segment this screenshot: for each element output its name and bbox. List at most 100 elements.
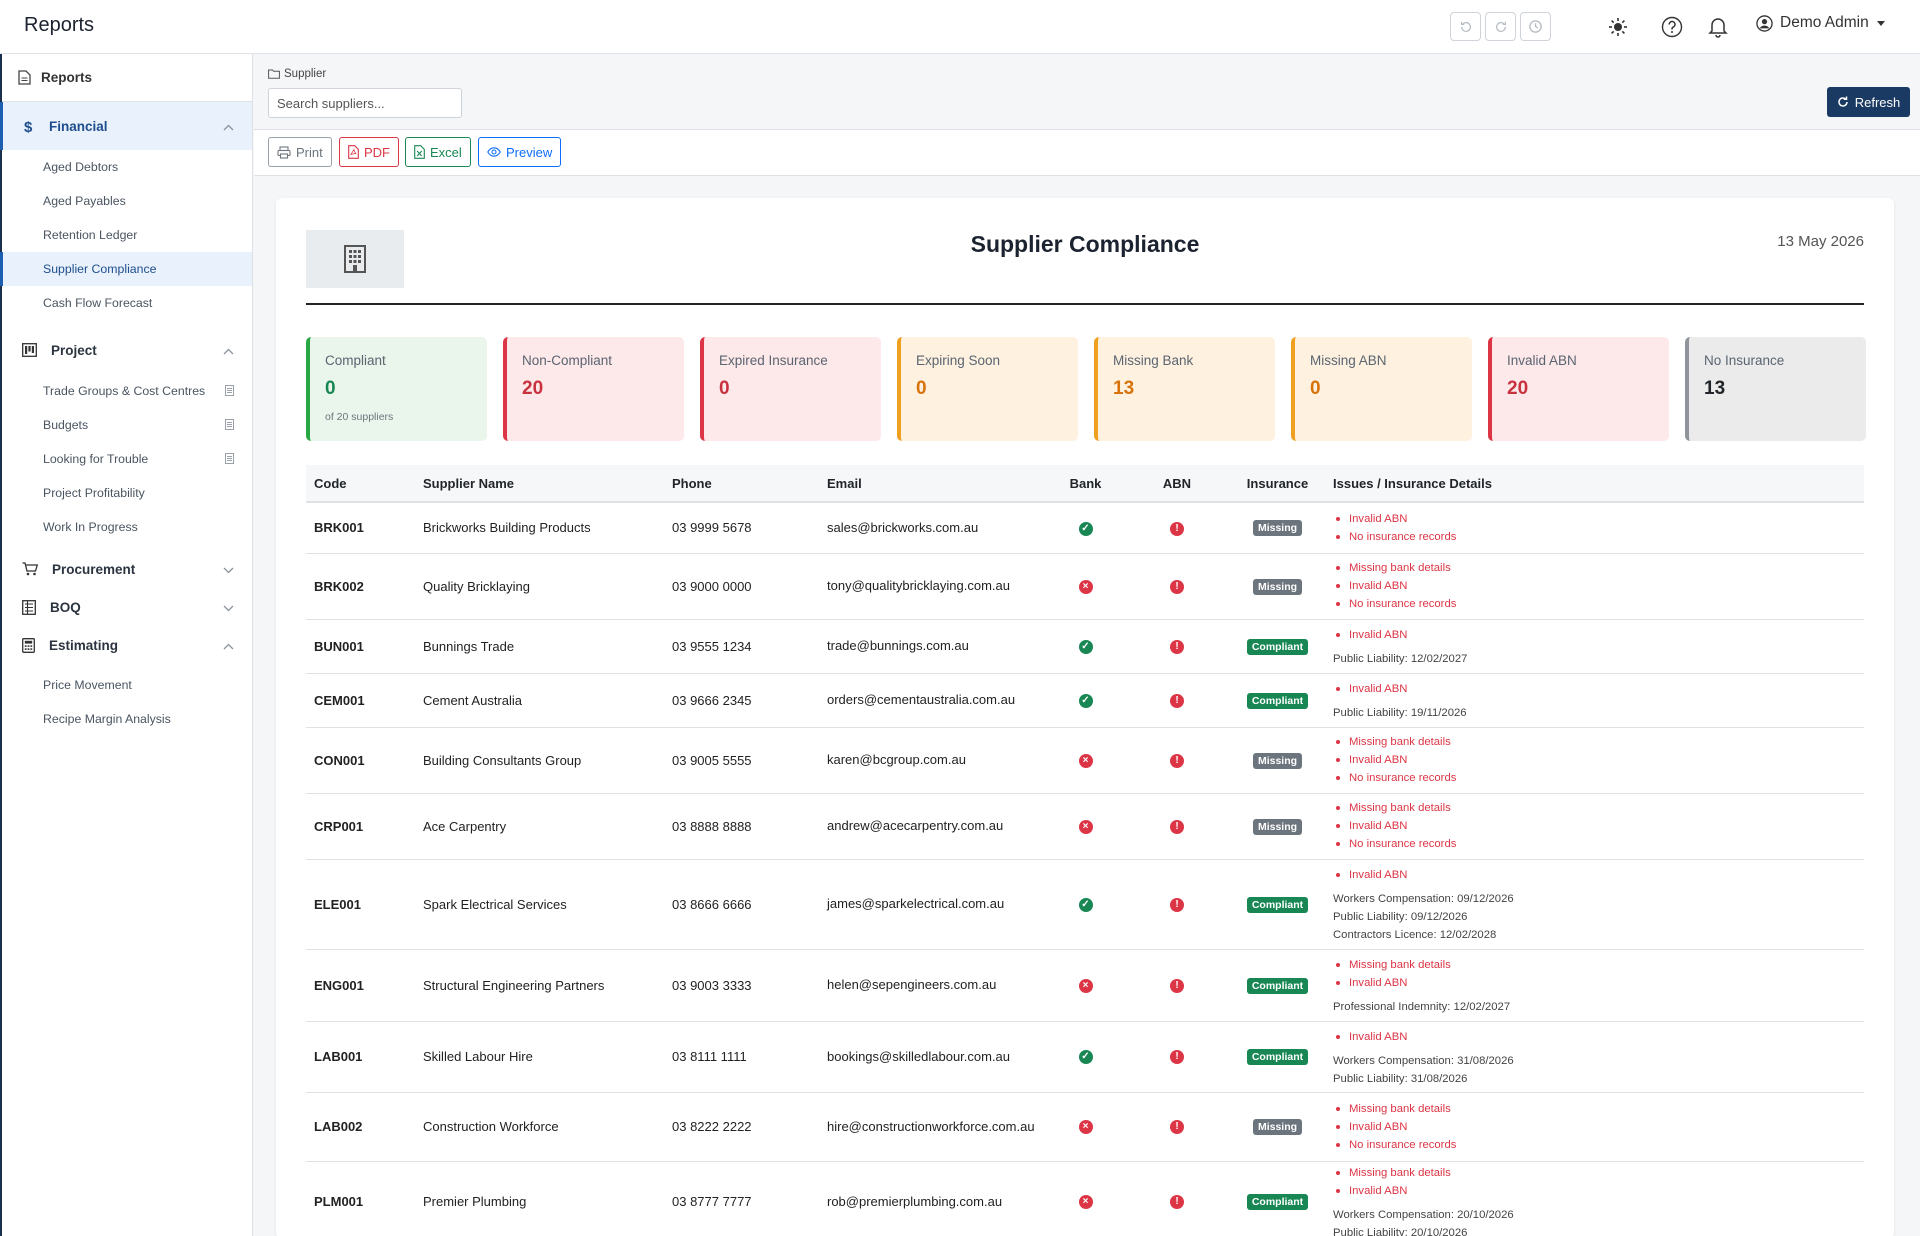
- sidebar-item-aged-payables[interactable]: Aged Payables: [2, 184, 252, 218]
- table-row[interactable]: ENG001 Structural Engineering Partners 03 …: [306, 949, 1864, 1022]
- sidebar-section-financial[interactable]: $ Financial: [0, 102, 252, 150]
- summary-card-label: Invalid ABN: [1507, 353, 1577, 368]
- pdf-button[interactable]: PDF: [339, 137, 399, 167]
- file-icon: [18, 70, 31, 85]
- table-row[interactable]: CRP001 Ace Carpentry 03 8888 8888 andrew@ac…: [306, 793, 1864, 860]
- table-row[interactable]: PLM001 Premier Plumbing 03 8777 7777 rob@pr…: [306, 1161, 1864, 1236]
- undo-button[interactable]: [1450, 12, 1481, 41]
- theme-toggle-button[interactable]: [1606, 15, 1630, 39]
- issue-item: Missing bank details: [1333, 559, 1856, 577]
- report-document: Supplier Compliance 13 May 2026 Complian…: [276, 198, 1894, 1236]
- summary-card-non-compliant: Non-Compliant 20: [503, 337, 684, 441]
- table-row[interactable]: BRK002 Quality Bricklaying 03 9000 0000 ton…: [306, 553, 1864, 620]
- issue-item: Invalid ABN: [1333, 974, 1856, 992]
- issue-list: Missing bank details Invalid ABN No insura…: [1333, 1098, 1856, 1156]
- redo-icon: [1495, 21, 1506, 32]
- sidebar-item-work-in-progress[interactable]: Work In Progress: [2, 510, 252, 544]
- cell-issues: Missing bank details Invalid ABN No insura…: [1325, 1092, 1864, 1162]
- cell-abn: !: [1124, 727, 1230, 794]
- sidebar-item-trade-groups-and-cost-centres[interactable]: Trade Groups & Cost Centres: [2, 374, 252, 408]
- issue-item: Invalid ABN: [1333, 510, 1856, 528]
- refresh-label: Refresh: [1854, 94, 1901, 110]
- table-row[interactable]: ELE001 Spark Electrical Services 03 8666 6…: [306, 859, 1864, 950]
- issue-item: Missing bank details: [1333, 1164, 1856, 1182]
- preview-button[interactable]: Preview: [478, 137, 562, 167]
- cell-abn: !: [1124, 553, 1230, 620]
- sidebar-item-looking-for-trouble[interactable]: Looking for Trouble: [2, 442, 252, 476]
- sidebar-item-label: Work In Progress: [43, 520, 138, 534]
- table-row[interactable]: CON001 Building Consultants Group 03 9005 …: [306, 727, 1864, 794]
- print-button[interactable]: Print: [268, 137, 332, 167]
- cell-code: CON001: [306, 727, 415, 794]
- sidebar-item-cash-flow-forecast[interactable]: Cash Flow Forecast: [2, 286, 252, 320]
- issue-list: Missing bank details Invalid ABN: [1333, 1162, 1856, 1202]
- chevron-down-icon: [223, 562, 234, 577]
- sidebar-reports-link[interactable]: Reports: [2, 54, 252, 102]
- history-button-group: [1450, 12, 1551, 41]
- user-menu[interactable]: Demo Admin: [1756, 14, 1886, 32]
- issue-item: Invalid ABN: [1333, 1182, 1856, 1200]
- user-circle-icon: [1756, 14, 1773, 32]
- cell-name: Skilled Labour Hire: [415, 1021, 664, 1093]
- insurance-status-badge: Compliant: [1246, 692, 1309, 709]
- help-button[interactable]: [1660, 15, 1684, 39]
- sidebar: Reports $ Financial Aged Debtors Aged Payab…: [0, 54, 253, 1236]
- sidebar-item-aged-debtors[interactable]: Aged Debtors: [2, 150, 252, 184]
- sidebar-item-recipe-margin-analysis[interactable]: Recipe Margin Analysis: [2, 702, 252, 736]
- cell-phone: 03 9555 1234: [664, 619, 819, 674]
- cell-bank: ×: [1047, 949, 1124, 1022]
- summary-card-expiring-soon: Expiring Soon 0: [897, 337, 1078, 441]
- cell-phone: 03 8111 1111: [664, 1021, 819, 1093]
- table-body: BRK001 Brickworks Building Products 03 999…: [306, 502, 1864, 1236]
- summary-card-no-insurance: No Insurance 13: [1685, 337, 1866, 441]
- sidebar-item-budgets[interactable]: Budgets: [2, 408, 252, 442]
- cell-phone: 03 9999 5678: [664, 502, 819, 554]
- sidebar-section-project[interactable]: Project: [2, 326, 252, 374]
- table-row[interactable]: BRK001 Brickworks Building Products 03 999…: [306, 502, 1864, 554]
- sidebar-section-procurement[interactable]: Procurement: [2, 550, 252, 588]
- insurance-status-badge: Missing: [1252, 752, 1303, 769]
- sidebar-item-project-profitability[interactable]: Project Profitability: [2, 476, 252, 510]
- issue-item: No insurance records: [1333, 528, 1856, 546]
- excel-button[interactable]: Excel: [405, 137, 471, 167]
- cell-insurance: Compliant: [1230, 619, 1325, 674]
- summary-card-value: 0: [916, 378, 927, 399]
- refresh-button[interactable]: Refresh: [1827, 87, 1910, 117]
- insurance-status-badge: Missing: [1252, 818, 1303, 835]
- company-logo-placeholder: [306, 230, 404, 288]
- insurance-status-badge: Compliant: [1246, 638, 1309, 655]
- cell-email: james@sparkelectrical.com.au: [819, 859, 1047, 950]
- summary-card-label: Expired Insurance: [719, 353, 828, 368]
- cell-insurance: Missing: [1230, 793, 1325, 860]
- exclamation-circle-icon: !: [1170, 1050, 1184, 1065]
- pdf-file-icon: [348, 145, 359, 159]
- notifications-button[interactable]: [1706, 15, 1730, 39]
- sidebar-section-label: Financial: [49, 118, 108, 134]
- chevron-up-icon: [223, 638, 234, 653]
- sidebar-item-price-movement[interactable]: Price Movement: [2, 668, 252, 702]
- table-row[interactable]: CEM001 Cement Australia 03 9666 2345 orders…: [306, 673, 1864, 728]
- cell-insurance: Compliant: [1230, 1161, 1325, 1236]
- sidebar-section-label: Estimating: [49, 637, 119, 653]
- x-circle-icon: ×: [1078, 978, 1093, 993]
- cell-code: CRP001: [306, 793, 415, 860]
- column-header-supplier-name: Supplier Name: [423, 475, 515, 491]
- cell-code: CEM001: [306, 673, 415, 728]
- table-row[interactable]: BUN001 Bunnings Trade 03 9555 1234 trade@bu…: [306, 619, 1864, 674]
- cell-code: PLM001: [306, 1161, 415, 1236]
- cell-name: Quality Bricklaying: [415, 553, 664, 620]
- sidebar-item-label: Aged Debtors: [43, 160, 119, 174]
- summary-card-missing-bank: Missing Bank 13: [1094, 337, 1275, 441]
- supplier-search-input[interactable]: [268, 88, 462, 118]
- table-row[interactable]: LAB001 Skilled Labour Hire 03 8111 1111 boo…: [306, 1021, 1864, 1093]
- sidebar-section-estimating[interactable]: Estimating: [2, 626, 252, 664]
- table-icon: [22, 599, 36, 615]
- issue-list: Invalid ABN No insurance records: [1333, 508, 1856, 548]
- redo-button[interactable]: [1485, 12, 1516, 41]
- table-row[interactable]: LAB002 Construction Workforce 03 8222 2222…: [306, 1092, 1864, 1162]
- sidebar-section-boq[interactable]: BOQ: [2, 588, 252, 626]
- sidebar-item-retention-ledger[interactable]: Retention Ledger: [2, 218, 252, 252]
- history-button[interactable]: [1520, 12, 1551, 41]
- sidebar-item-supplier-compliance[interactable]: Supplier Compliance: [0, 252, 252, 286]
- summary-card-label: Non-Compliant: [522, 353, 613, 368]
